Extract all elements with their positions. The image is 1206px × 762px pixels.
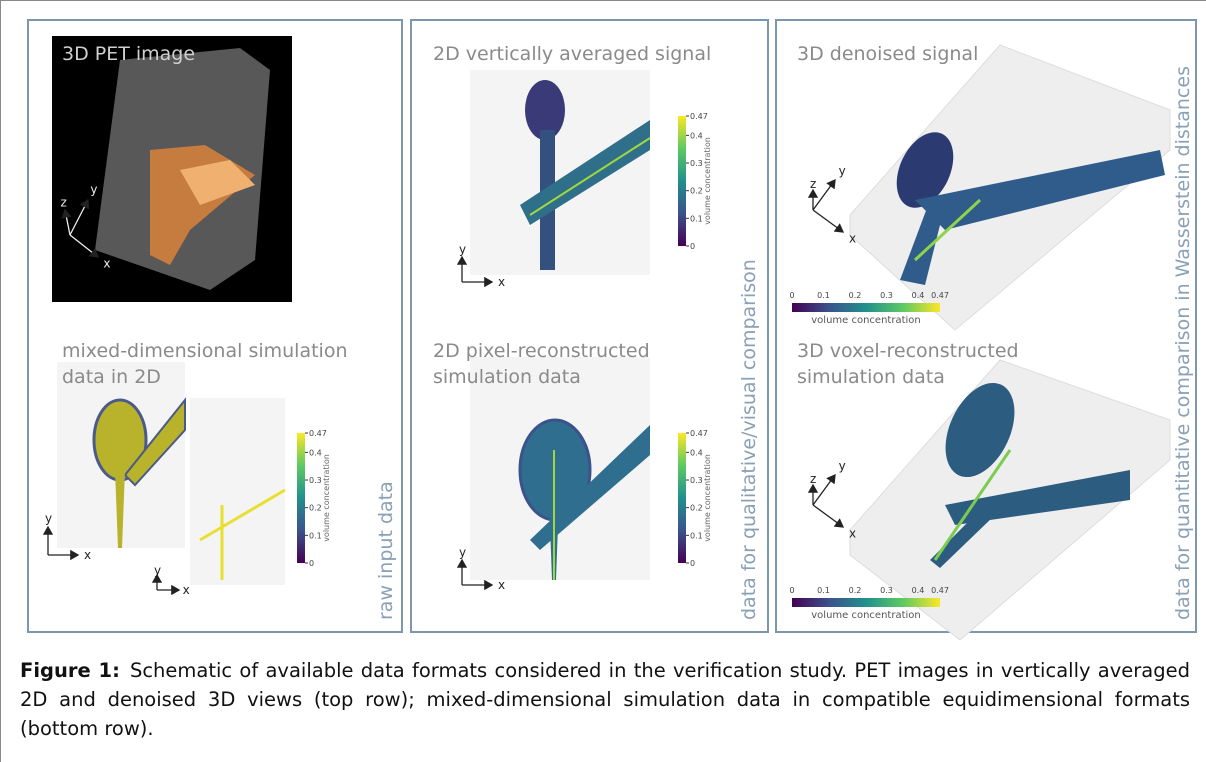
axis-label: x xyxy=(84,548,91,562)
colorbar-tick-label: 0.47 xyxy=(690,429,708,438)
colorbar-tick-label: 0.4 xyxy=(912,291,925,300)
colorbar-tick-label: 0.4 xyxy=(690,131,703,140)
colorbar xyxy=(297,433,305,563)
colorbar-tick-label: 0.2 xyxy=(690,187,703,196)
caption-label: Figure 1: xyxy=(20,659,120,682)
colorbar-tick-label: 0.47 xyxy=(931,586,949,595)
colorbar-title: volume concentration xyxy=(811,315,920,326)
colorbar-tick-label: 0.2 xyxy=(849,586,862,595)
colorbar-title: volume concentration xyxy=(703,454,712,542)
colorbar xyxy=(792,598,940,607)
column-label: data for quantitative comparison in Wass… xyxy=(1172,66,1194,620)
colorbar-title: volume concentration xyxy=(811,610,920,621)
axis-label: y xyxy=(839,164,846,178)
pixel-image xyxy=(470,357,650,580)
colorbar-tick-label: 0.4 xyxy=(309,448,322,457)
panel-label: simulation data xyxy=(797,366,945,388)
colorbar-tick-label: 0.47 xyxy=(931,291,949,300)
colorbar-tick-label: 0 xyxy=(789,291,794,300)
colorbar-tick-label: 0.4 xyxy=(690,448,703,457)
axis-label: y xyxy=(154,564,161,578)
axis-label: z xyxy=(810,472,816,486)
column-label: raw input data xyxy=(375,481,397,620)
panel-label: 2D vertically averaged signal xyxy=(433,43,711,65)
colorbar-tick-label: 0.47 xyxy=(690,112,708,121)
colorbar-tick-label: 0.3 xyxy=(309,476,322,485)
panel-label: simulation data xyxy=(433,366,581,388)
axis-label: x xyxy=(498,578,505,592)
colorbar xyxy=(792,303,940,312)
panel-label: 3D denoised signal xyxy=(797,43,978,65)
colorbar-title: volume concentration xyxy=(703,137,712,225)
panel-label: 3D voxel-reconstructed xyxy=(797,340,1019,362)
axis-label: x xyxy=(849,527,856,541)
axis-label: z xyxy=(61,196,67,210)
axis-label: y xyxy=(839,459,846,473)
mixed-image xyxy=(57,362,285,585)
axis-label: y xyxy=(90,183,97,197)
axis-label: x xyxy=(498,275,505,289)
panel-label: data in 2D xyxy=(62,366,161,388)
axis-label: y xyxy=(459,243,466,257)
figure-page: 3D PET image 2D vertically averaged signa… xyxy=(0,0,1206,762)
colorbar-tick-label: 0 xyxy=(309,559,314,568)
axis-label: x xyxy=(103,257,110,271)
panel-label: mixed-dimensional simulation xyxy=(62,340,347,362)
colorbar-tick-label: 0 xyxy=(690,242,695,251)
axis-label: x xyxy=(849,232,856,246)
caption: Figure 1:Schematic of available data for… xyxy=(20,656,1190,743)
colorbar-tick-label: 0.47 xyxy=(309,429,327,438)
colorbar-tick-label: 0.3 xyxy=(690,159,703,168)
colorbar-title: volume concentration xyxy=(322,454,331,542)
colorbar-tick-label: 0.1 xyxy=(690,531,703,540)
colorbar-tick-label: 0.1 xyxy=(690,214,703,223)
axis-label: y xyxy=(459,546,466,560)
colorbar-tick-label: 0.2 xyxy=(849,291,862,300)
axis-arrow xyxy=(813,505,843,527)
axis-label: z xyxy=(810,177,816,191)
colorbar xyxy=(678,116,686,246)
colorbar-tick-label: 0.2 xyxy=(690,504,703,513)
averaged-image xyxy=(470,70,650,275)
colorbar-tick-label: 0.4 xyxy=(912,586,925,595)
colorbar-tick-label: 0.1 xyxy=(817,586,830,595)
colorbar-tick-label: 0.1 xyxy=(309,531,322,540)
panel-label: 2D pixel-reconstructed xyxy=(433,340,650,362)
axis-label: x xyxy=(183,583,190,597)
denoised-image xyxy=(850,45,1170,330)
caption-text: Schematic of available data formats cons… xyxy=(20,659,1190,740)
colorbar-tick-label: 0.3 xyxy=(690,476,703,485)
colorbar-tick-label: 0 xyxy=(789,586,794,595)
colorbar-tick-label: 0.3 xyxy=(880,291,893,300)
column-label: data for qualitative/visual comparison xyxy=(738,259,760,620)
panel-label: 3D PET image xyxy=(62,43,195,65)
axis-arrow xyxy=(813,210,843,232)
colorbar-tick-label: 0.2 xyxy=(309,504,322,513)
colorbar-tick-label: 0.1 xyxy=(817,291,830,300)
pet-image xyxy=(52,36,292,302)
colorbar xyxy=(678,433,686,563)
figure: 3D PET image 2D vertically averaged signa… xyxy=(0,0,1206,762)
colorbar-tick-label: 0 xyxy=(690,559,695,568)
axis-label: y xyxy=(45,512,52,526)
colorbar-tick-label: 0.3 xyxy=(880,586,893,595)
